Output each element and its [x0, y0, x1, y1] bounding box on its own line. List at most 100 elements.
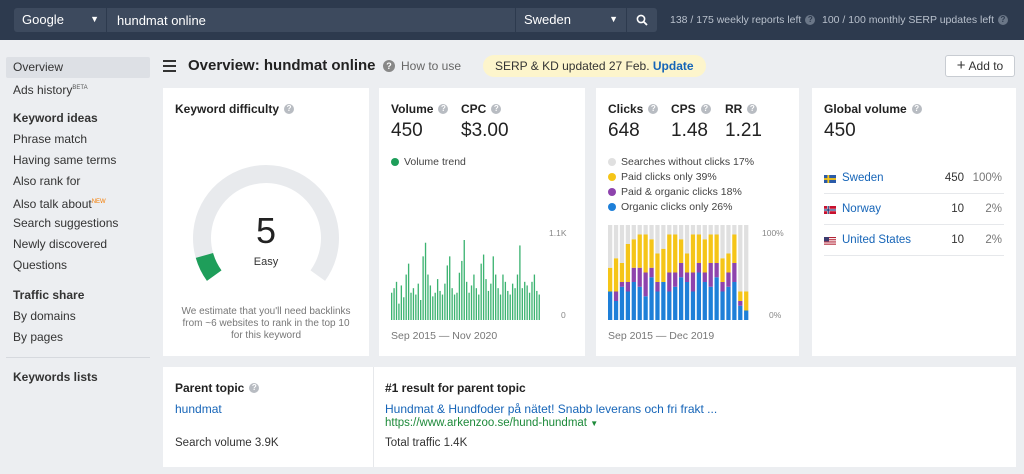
- clicks-bar-segment: [631, 239, 636, 268]
- clicks-bar-segment: [673, 272, 678, 287]
- help-icon[interactable]: ?: [249, 383, 260, 393]
- country-link[interactable]: United States: [842, 234, 912, 246]
- volume-bar: [519, 245, 521, 320]
- volume-bar: [393, 288, 395, 320]
- sidebar-item-questions[interactable]: Questions: [6, 255, 150, 276]
- clicks-date-range: Sep 2015 — Dec 2019: [608, 330, 715, 342]
- update-link[interactable]: Update: [652, 59, 694, 73]
- clicks-bar-segment: [696, 234, 702, 263]
- parent-topic-link[interactable]: hundmat: [175, 402, 222, 416]
- clicks-bar-segment: [637, 234, 642, 268]
- clicks-bar-segment: [673, 225, 678, 235]
- sidebar-item-overview[interactable]: Overview: [6, 57, 150, 78]
- clicks-bar-segment: [625, 244, 631, 282]
- clicks-bar-segment: [649, 277, 654, 320]
- country-link[interactable]: Sweden: [842, 172, 884, 184]
- clicks-bar-segment: [690, 291, 696, 320]
- country-label: Sweden: [524, 12, 571, 27]
- top-result-url[interactable]: https://www.arkenzoo.se/hund-hundmat: [385, 417, 588, 429]
- clicks-bar-segment: [625, 291, 631, 320]
- top-result-link[interactable]: Hundmat & Hundfoder på nätet! Snabb leve…: [385, 402, 718, 416]
- keyword-search-input[interactable]: [107, 8, 515, 32]
- weekly-reports-text: 138 / 175 weekly reports left: [670, 14, 802, 26]
- sidebar-item-also-rank-for[interactable]: Also rank for: [6, 171, 150, 192]
- clicks-bar-segment: [631, 282, 636, 320]
- clicks-bar-segment: [744, 310, 749, 320]
- weekly-reports-quota: 138 / 175 weekly reports left ?: [670, 14, 816, 26]
- help-icon[interactable]: ?: [911, 104, 922, 114]
- clicks-bar-segment: [720, 258, 725, 282]
- help-icon[interactable]: ?: [805, 15, 816, 25]
- sidebar-item-by-pages[interactable]: By pages: [6, 327, 150, 348]
- card-title: Volume ?: [391, 102, 449, 116]
- country-select[interactable]: Sweden ▼: [516, 8, 626, 32]
- clicks-bar-segment: [684, 282, 690, 320]
- clicks-bar-segment: [702, 272, 707, 282]
- volume-trend-chart: [391, 240, 540, 320]
- legend-dot: [608, 203, 616, 211]
- clicks-bar-segment: [625, 282, 631, 292]
- clicks-bar-segment: [708, 263, 713, 287]
- cpc-value: $3.00: [461, 120, 509, 141]
- clicks-bar-segment: [696, 263, 702, 273]
- add-to-button[interactable]: + Add to: [945, 55, 1015, 77]
- section-heading-traffic-share: Traffic share: [13, 288, 85, 302]
- add-to-label: Add to: [968, 59, 1004, 73]
- search-button[interactable]: [627, 8, 657, 32]
- chevron-down-icon[interactable]: ▼: [590, 419, 599, 428]
- volume-bar: [497, 288, 499, 320]
- sidebar-item-by-domains[interactable]: By domains: [6, 306, 150, 327]
- sidebar-item-search-suggestions[interactable]: Search suggestions: [6, 213, 150, 234]
- sidebar-item-ads-history[interactable]: Ads historyBETA: [6, 78, 150, 99]
- help-icon[interactable]: ?: [998, 15, 1008, 25]
- clicks-bar-segment: [613, 258, 619, 292]
- volume-bar: [441, 294, 444, 320]
- sidebar-item-newly-discovered[interactable]: Newly discovered: [6, 234, 150, 255]
- engine-select[interactable]: Google ▼: [14, 8, 106, 32]
- help-icon[interactable]: ?: [648, 104, 659, 114]
- volume-bar: [514, 288, 516, 320]
- sidebar-item-label: By pages: [13, 330, 64, 344]
- volume-title: Volume: [391, 102, 434, 116]
- kd-label: Easy: [253, 256, 279, 268]
- sidebar-item-phrase-match[interactable]: Phrase match: [6, 129, 150, 150]
- help-icon[interactable]: ?: [491, 104, 502, 114]
- volume-bar: [524, 281, 526, 320]
- top-result-title: #1 result for parent topic: [385, 381, 526, 395]
- clicks-bar-segment: [744, 291, 749, 311]
- sidebar-item-also-talk-about[interactable]: Also talk aboutNEW: [6, 192, 150, 213]
- volume-bar: [453, 294, 456, 320]
- country-volume: 10: [951, 234, 964, 246]
- help-icon[interactable]: ?: [284, 104, 295, 114]
- keyword-difficulty-card: Keyword difficulty ? 5 Easy We estimate …: [163, 88, 369, 356]
- card-title: RR ?: [725, 102, 758, 116]
- sidebar-item-keywords-lists[interactable]: Keywords lists: [13, 370, 98, 384]
- clicks-bar-segment: [649, 267, 654, 278]
- how-to-use-link[interactable]: ? How to use: [383, 59, 461, 73]
- clicks-bar-segment: [643, 296, 648, 320]
- y-axis-max: 1.1K: [549, 228, 567, 238]
- volume-bar: [466, 281, 468, 320]
- engine-label: Google: [22, 12, 64, 27]
- clicks-bar-segment: [661, 248, 666, 282]
- volume-bar: [424, 242, 427, 320]
- clicks-bar-segment: [637, 267, 642, 287]
- clicks-title: Clicks: [608, 102, 644, 116]
- help-icon[interactable]: ?: [700, 104, 711, 114]
- clicks-bar-segment: [696, 225, 702, 235]
- clicks-bar-segment: [613, 291, 619, 301]
- country-volume: 450: [944, 172, 964, 184]
- help-icon[interactable]: ?: [438, 104, 449, 114]
- volume-bar: [461, 260, 463, 320]
- section-heading-keyword-ideas: Keyword ideas: [13, 111, 98, 125]
- menu-icon[interactable]: [163, 60, 176, 75]
- volume-card: Volume ? CPC ? 450 $3.00 Volume trend 1.…: [379, 88, 585, 356]
- clicks-bar-segment: [667, 225, 672, 235]
- chevron-down-icon: ▼: [90, 14, 99, 24]
- help-icon[interactable]: ?: [747, 104, 758, 114]
- country-link[interactable]: Norway: [842, 203, 881, 215]
- cps-title: CPS: [671, 102, 696, 116]
- volume-bar: [528, 292, 531, 320]
- kd-note: We estimate that you'll need backlinks f…: [181, 306, 351, 341]
- sidebar-item-having-same-terms[interactable]: Having same terms: [6, 150, 150, 171]
